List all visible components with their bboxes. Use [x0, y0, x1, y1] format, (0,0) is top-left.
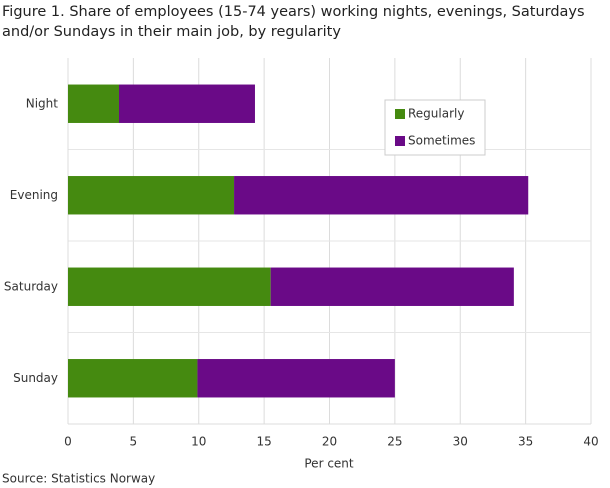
- x-tick-label: 40: [583, 435, 598, 449]
- x-tick-label: 0: [64, 435, 72, 449]
- x-tick-label: 15: [256, 435, 271, 449]
- bar-segment: [68, 84, 119, 123]
- bar-segment: [270, 267, 514, 306]
- x-tick-label: 20: [322, 435, 337, 449]
- x-tick-label: 5: [130, 435, 138, 449]
- legend-swatch: [395, 109, 405, 119]
- legend-swatch: [395, 136, 405, 146]
- legend-label: Sometimes: [408, 134, 475, 148]
- x-tick-label: 25: [387, 435, 402, 449]
- x-tick-label: 35: [518, 435, 533, 449]
- bar-segment: [197, 359, 395, 398]
- legend: Regularly Sometimes: [384, 99, 486, 156]
- bar-segment: [68, 176, 235, 215]
- bar-segment: [234, 176, 529, 215]
- y-tick-label: Sunday: [13, 371, 58, 385]
- bar-segment: [118, 84, 255, 123]
- legend-label: Regularly: [408, 107, 464, 121]
- x-tick-label: 30: [453, 435, 468, 449]
- y-tick-label: Night: [26, 96, 59, 110]
- bar-segment: [68, 267, 271, 306]
- y-tick-label: Evening: [10, 188, 58, 202]
- x-tick-label: 10: [191, 435, 206, 449]
- y-tick-label: Saturday: [4, 279, 58, 293]
- bar-segment: [68, 359, 198, 398]
- x-axis-label: Per cent: [304, 457, 354, 471]
- source: Source: Statistics Norway: [2, 472, 155, 486]
- chart-title: Figure 1. Share of employees (15-74 year…: [2, 4, 585, 40]
